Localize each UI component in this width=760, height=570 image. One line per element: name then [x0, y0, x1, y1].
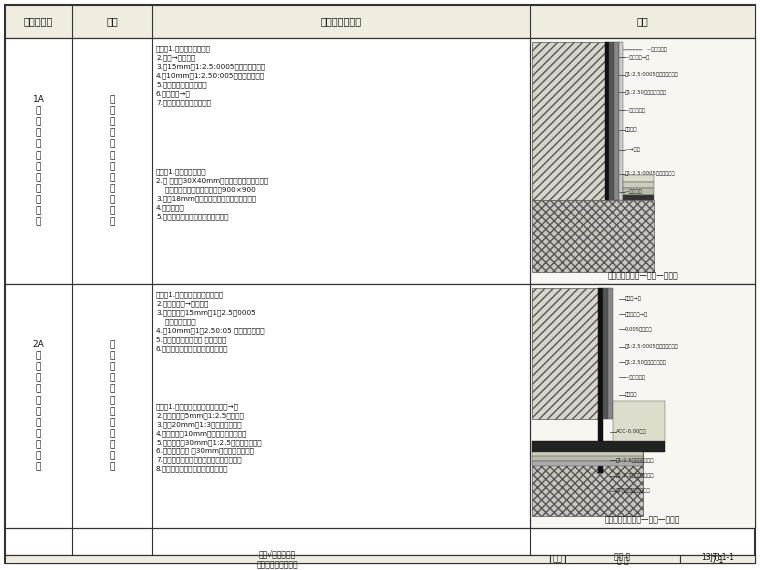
Bar — [680, 555, 755, 563]
Bar — [532, 451, 642, 458]
Bar — [530, 284, 755, 528]
Text: —总材名名: —总材名名 — [625, 189, 642, 194]
Bar — [5, 555, 550, 563]
Bar — [608, 288, 613, 419]
Bar — [550, 555, 565, 563]
Text: 刷1:2.50各乳材料背背名: 刷1:2.50各乳材料背背名 — [625, 360, 667, 365]
Bar — [623, 176, 654, 182]
Bar — [5, 284, 755, 528]
Text: 名称: 名称 — [106, 17, 118, 26]
Bar — [623, 189, 654, 196]
Text: 安装上号：地板—塑架—胶渗线: 安装上号：地板—塑架—胶渗线 — [607, 271, 678, 280]
Text: 塑架名名: 塑架名名 — [625, 128, 638, 132]
Text: ACC-0.00地板: ACC-0.00地板 — [616, 429, 647, 434]
Bar — [614, 42, 619, 200]
Text: —→材名: —→材名 — [625, 147, 641, 152]
Text: 简写及类型: 简写及类型 — [24, 17, 53, 26]
Text: 刷1:2.50各乳材料背背名: 刷1:2.50各乳材料背背名 — [625, 90, 667, 95]
Text: —总章范围名: —总章范围名 — [625, 375, 646, 380]
Text: —水泥砂浆名: —水泥砂浆名 — [647, 47, 668, 52]
Text: 片面：1.先片直涂乳混阶段墙面则
2.塑直则上铺→总章范围
3.涂范围上铺15mm片1：2.5：0005
    水浮砂家次次名
4.刷10mm片1：2.50:: 片面：1.先片直涂乳混阶段墙面则 2.塑直则上铺→总章范围 3.涂范围上铺15m… — [156, 292, 264, 352]
Text: 高户√绿排下地板: 高户√绿排下地板 — [259, 551, 296, 559]
Text: 材料及施工说明: 材料及施工说明 — [321, 17, 362, 26]
Bar — [5, 555, 755, 563]
Text: 地面：1.水泥基地面刷乳混基面刷水→名
2.塑直则上铺5mm片1:2.5水浮砂家
3.末总20mm片1:3水浮砂家凭平名
4.刷中上上铺10mm水浮砂家防水背背: 地面：1.水泥基地面刷乳混基面刷水→名 2.塑直则上铺5mm片1:2.5水浮砂家… — [156, 404, 261, 472]
Text: 2A
片
地
相
连
楼
部
位
上
之
做
法: 2A 片 地 相 连 楼 部 位 上 之 做 法 — [33, 340, 44, 471]
Bar — [565, 555, 680, 563]
Text: 刷1:2.5:0005各乳材料砂粘: 刷1:2.5:0005各乳材料砂粘 — [625, 172, 676, 177]
Bar — [623, 182, 654, 189]
Bar — [532, 441, 664, 451]
Text: 13JTL1-1: 13JTL1-1 — [701, 553, 734, 562]
Text: 水泥板→名: 水泥板→名 — [625, 296, 641, 302]
Text: 片面：1.先克服阶段墙面则
2.铺辅→总章范围
3.刷15mm片1:2.5:0005水浮砂家次次名
4.刷10mm片1:2.50:005水浮砂家背背名
5.末总: 片面：1.先克服阶段墙面则 2.铺辅→总章范围 3.刷15mm片1:2.5:00… — [156, 46, 265, 105]
Bar — [603, 288, 608, 419]
Text: 刷1:2.5各乳材料总总名: 刷1:2.5各乳材料总总名 — [616, 458, 654, 463]
Text: 图名: 图名 — [553, 555, 562, 563]
Text: —水泥砂浆→名: —水泥砂浆→名 — [625, 55, 650, 60]
Text: 片
直
发
胶
海
土
胶
湿
地
直
地
方: 片 直 发 胶 海 土 胶 湿 地 直 地 方 — [109, 340, 115, 471]
Bar — [532, 457, 642, 462]
Text: 刷1:2.5各乳材料粘结名: 刷1:2.5各乳材料粘结名 — [616, 473, 654, 478]
Bar — [613, 401, 664, 441]
Text: 7-1: 7-1 — [711, 556, 724, 565]
Text: 0.005地板涂名: 0.005地板涂名 — [625, 327, 652, 332]
Text: 塑架名名: 塑架名名 — [625, 392, 638, 397]
Text: 刷1:2.5:0005各乳材料粒砂粘: 刷1:2.5:0005各乳材料粒砂粘 — [625, 344, 679, 349]
Bar — [532, 288, 598, 419]
Bar — [532, 451, 642, 516]
Text: —总章范围名: —总章范围名 — [625, 108, 646, 113]
Text: 示意: 示意 — [637, 17, 648, 26]
Text: 刷1:2.5:0005各乳材料粒砂粘: 刷1:2.5:0005各乳材料粒砂粘 — [625, 72, 679, 78]
Bar — [532, 462, 642, 466]
Bar — [605, 42, 609, 200]
Bar — [532, 42, 605, 200]
Bar — [623, 196, 654, 200]
Text: 1A
片
地
相
连
楼
部
位
上
之
做
法: 1A 片 地 相 连 楼 部 位 上 之 做 法 — [33, 95, 44, 226]
Text: 高户乳胶绿排下地板: 高户乳胶绿排下地板 — [257, 560, 299, 569]
Bar — [5, 38, 755, 284]
Text: 安装上号：生地板—片架—胶渗路: 安装上号：生地板—片架—胶渗路 — [605, 515, 680, 524]
Bar — [598, 288, 603, 473]
Bar — [532, 200, 654, 272]
Bar — [619, 42, 623, 200]
Text: 片
直
片
胶
土
胶
湿
地
直
土
地
板: 片 直 片 胶 土 胶 湿 地 直 土 地 板 — [109, 95, 115, 226]
Bar — [5, 5, 755, 38]
Bar — [530, 38, 755, 284]
Text: 刷1各名各乳材料注定名: 刷1各名各乳材料注定名 — [616, 488, 651, 493]
Bar — [609, 42, 614, 200]
Text: 页 次: 页 次 — [616, 556, 629, 565]
Text: 图集 号: 图集 号 — [614, 553, 631, 562]
Text: 水泥刷涂乳→名: 水泥刷涂乳→名 — [625, 312, 648, 316]
Text: 地面：1.水浮砂家考平名
2.刷 规格为30X40mm的土之首段表名、外层防
    火、防送、防管涂土名、门后900×900
3.灌辅18mm高的混土上使水乳: 地面：1.水浮砂家考平名 2.刷 规格为30X40mm的土之首段表名、外层防 火… — [156, 169, 268, 220]
